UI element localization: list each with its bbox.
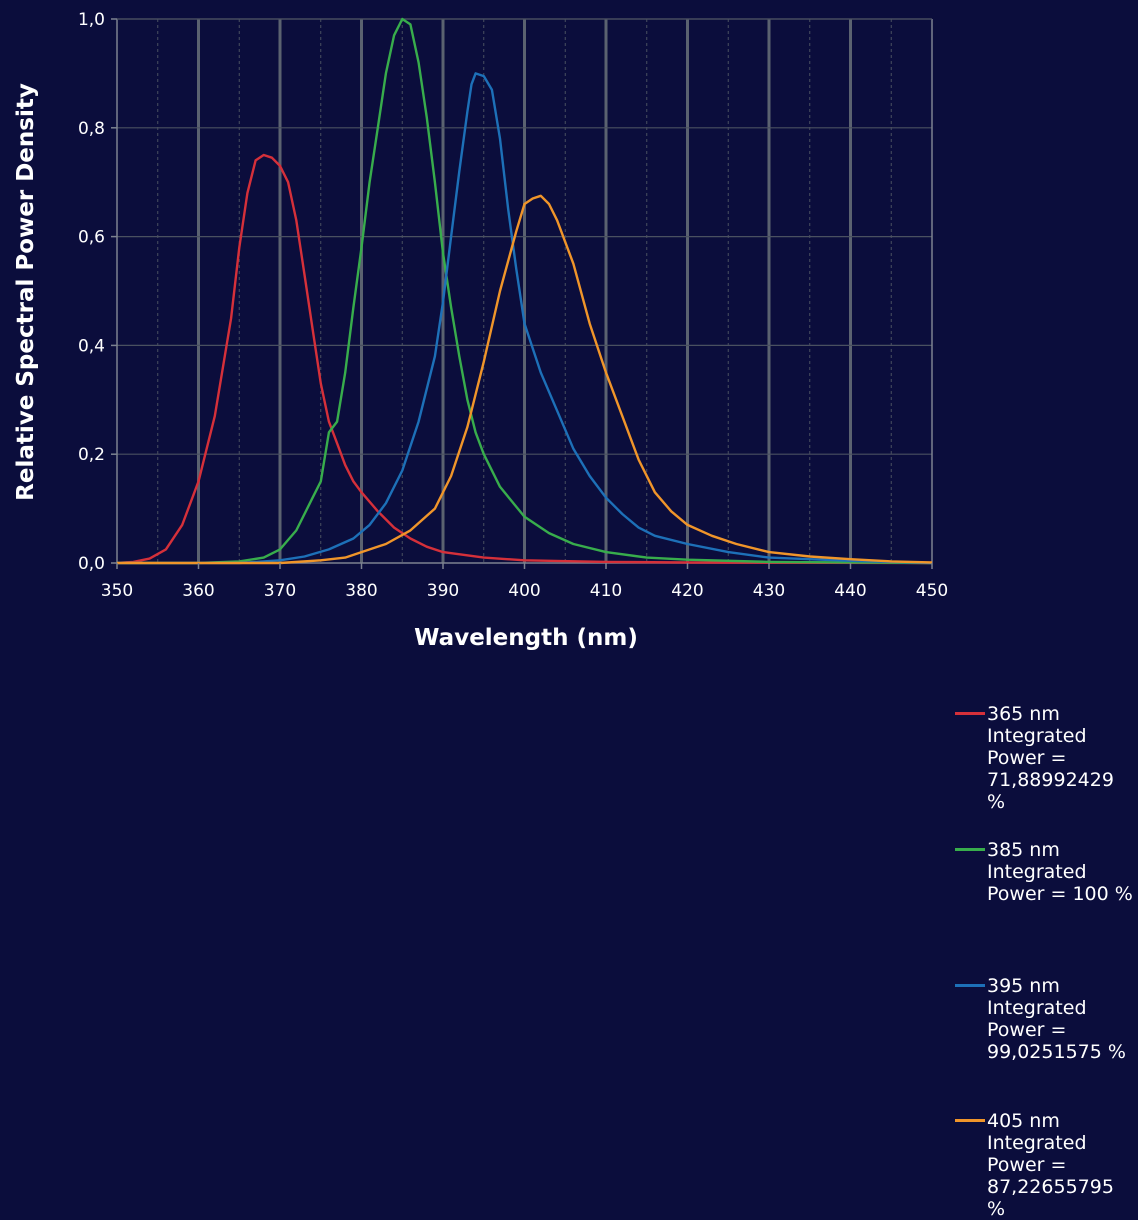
spectral-power-chart: 350 360 370 380 390 400 410 420 430 440 450 0,0 0,2 0… bbox=[13, 10, 948, 651]
y-tick-label: 0,6 bbox=[78, 228, 105, 248]
legend-item: 405 nm Integrated Power = 87,22655795 % bbox=[955, 1110, 1135, 1220]
legend-text: 385 nm Integrated Power = 100 % bbox=[987, 839, 1133, 905]
legend-text: 395 nm Integrated Power = 99,0251575 % bbox=[987, 975, 1126, 1063]
y-axis-label: Relative Spectral Power Density bbox=[13, 83, 39, 501]
y-tick-label: 0,2 bbox=[78, 445, 105, 465]
y-tick-label: 0,8 bbox=[78, 119, 105, 139]
x-tick-label: 440 bbox=[834, 581, 866, 601]
legend-text: 365 nm Integrated Power = 71,88992429 % bbox=[987, 703, 1135, 813]
x-tick-label: 380 bbox=[345, 581, 377, 601]
y-tick-label: 1,0 bbox=[78, 10, 105, 30]
legend-series-name: 405 nm bbox=[987, 1110, 1060, 1132]
legend-integrated-power: Integrated Power = 100 % bbox=[987, 861, 1133, 905]
x-tick-label: 410 bbox=[590, 581, 622, 601]
x-tick-label: 370 bbox=[264, 581, 296, 601]
legend-item: 385 nm Integrated Power = 100 % bbox=[955, 839, 1133, 905]
legend-swatch bbox=[955, 712, 985, 715]
y-tick-label: 0,4 bbox=[78, 336, 105, 356]
chart-canvas: 350 360 370 380 390 400 410 420 430 440 450 0,0 0,2 0… bbox=[13, 10, 1133, 1220]
series-line-395-nm bbox=[117, 72, 933, 565]
legend-series-name: 365 nm bbox=[987, 703, 1060, 725]
x-tick-label: 360 bbox=[182, 581, 214, 601]
series-line-385-nm bbox=[117, 17, 933, 565]
x-tick-label: 400 bbox=[508, 581, 540, 601]
series-lines bbox=[116, 17, 933, 565]
legend-text: 405 nm Integrated Power = 87,22655795 % bbox=[987, 1110, 1135, 1220]
legend-item: 365 nm Integrated Power = 71,88992429 % bbox=[955, 703, 1135, 813]
series-line-365-nm bbox=[116, 153, 933, 565]
x-tick-label: 420 bbox=[671, 581, 703, 601]
legend-swatch bbox=[955, 1119, 985, 1122]
legend-item: 395 nm Integrated Power = 99,0251575 % bbox=[955, 975, 1126, 1063]
x-axis-label: Wavelength (nm) bbox=[414, 625, 638, 651]
x-tick-label: 390 bbox=[427, 581, 459, 601]
legend-series-name: 395 nm bbox=[987, 975, 1060, 997]
y-tick-label: 0,0 bbox=[78, 554, 105, 574]
legend-swatch bbox=[955, 848, 985, 851]
legend-swatch bbox=[955, 984, 985, 987]
series-line-405-nm bbox=[117, 194, 933, 565]
x-tick-label: 430 bbox=[753, 581, 785, 601]
x-tick-label: 450 bbox=[916, 581, 948, 601]
legend-integrated-power: Integrated Power = 99,0251575 % bbox=[987, 997, 1126, 1063]
tick-labels: 350 360 370 380 390 400 410 420 430 440 450 0,0 0,2 0… bbox=[78, 10, 948, 601]
x-tick-label: 350 bbox=[101, 581, 133, 601]
legend-integrated-power: Integrated Power = 71,88992429 % bbox=[987, 725, 1114, 813]
legend-series-name: 385 nm bbox=[987, 839, 1060, 861]
legend-integrated-power: Integrated Power = 87,22655795 % bbox=[987, 1132, 1114, 1220]
grid-lines bbox=[117, 18, 932, 563]
